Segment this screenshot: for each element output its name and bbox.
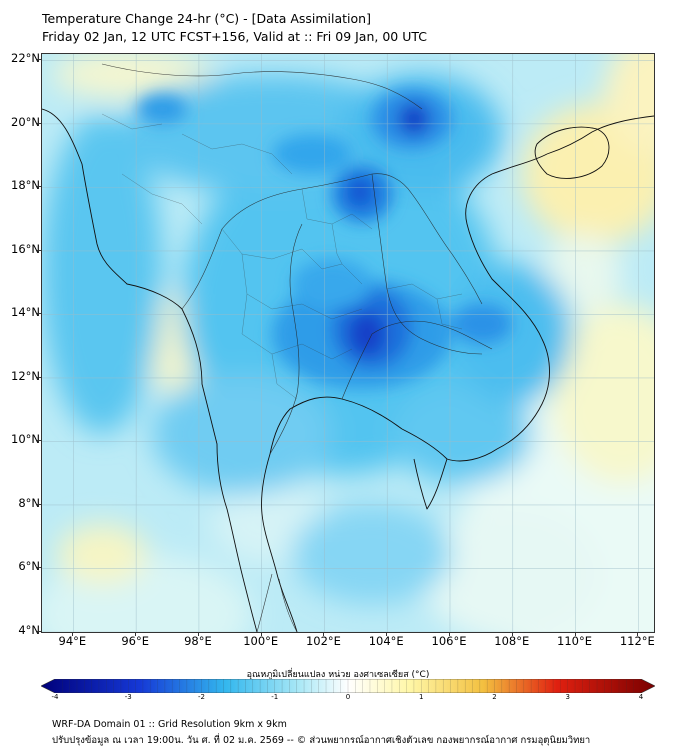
lat-label: 22°N bbox=[11, 51, 40, 66]
lon-tick bbox=[511, 632, 513, 636]
lat-label: 10°N bbox=[11, 432, 40, 447]
lat-tick bbox=[37, 59, 41, 61]
colorbar-label: อุณหภูมิเปลี่ยนแปลง หน่วย องศาเซลเซียส (… bbox=[246, 670, 430, 680]
colorbar-tick-label: 0 bbox=[345, 693, 351, 701]
footer-model-info: WRF-DA Domain 01 :: Grid Resolution 9km … bbox=[52, 719, 287, 730]
lon-tick bbox=[323, 632, 325, 636]
lon-tick bbox=[72, 632, 74, 636]
cold-core-field bbox=[137, 89, 512, 389]
colorbar-tick-label: 2 bbox=[492, 693, 497, 701]
colorbar-tick-label: -4 bbox=[51, 693, 59, 701]
lat-tick bbox=[37, 186, 41, 188]
lat-label: 16°N bbox=[11, 241, 40, 256]
temperature-change-map[interactable] bbox=[41, 53, 655, 633]
lon-tick bbox=[197, 632, 199, 636]
lat-tick bbox=[37, 122, 41, 124]
lat-label: 12°N bbox=[11, 368, 40, 383]
colorbar-tick-label: 4 bbox=[638, 693, 644, 701]
lat-tick bbox=[37, 567, 41, 569]
map-subtitle: Friday 02 Jan, 12 UTC FCST+156, Valid at… bbox=[42, 29, 427, 44]
lon-label: 106°E bbox=[431, 634, 467, 648]
lon-tick bbox=[449, 632, 450, 636]
lat-tick bbox=[37, 249, 41, 251]
lon-label: 96°E bbox=[121, 634, 149, 648]
lon-label: 108°E bbox=[494, 634, 530, 648]
colorbar-tick-label: 1 bbox=[419, 693, 424, 701]
lat-tick bbox=[37, 440, 41, 442]
lat-tick bbox=[37, 631, 41, 632]
colorbar bbox=[40, 678, 656, 694]
lat-label: 18°N bbox=[11, 178, 40, 193]
lat-label: 4°N bbox=[18, 623, 40, 637]
lon-label: 104°E bbox=[368, 634, 404, 648]
lon-label: 100°E bbox=[243, 634, 279, 648]
colorbar-tick-label: -1 bbox=[271, 693, 279, 701]
lon-tick bbox=[386, 632, 388, 636]
map-title: Temperature Change 24-hr (°C) - [Data As… bbox=[42, 11, 371, 26]
lon-label: 110°E bbox=[557, 634, 593, 648]
lat-tick bbox=[37, 503, 41, 505]
lon-tick bbox=[260, 632, 262, 636]
lat-label: 20°N bbox=[11, 114, 40, 129]
lat-label: 14°N bbox=[11, 305, 40, 320]
lon-label: 94°E bbox=[58, 634, 87, 648]
lat-tick bbox=[37, 376, 41, 378]
footer-credit: ปรับปรุงข้อมูล ณ เวลา 19:00น. วัน ศ. ที่… bbox=[52, 735, 591, 746]
colorbar-tick-label: -3 bbox=[124, 693, 132, 701]
lat-label: 8°N bbox=[18, 495, 40, 510]
lat-tick bbox=[37, 313, 41, 315]
province-borders bbox=[101, 113, 463, 400]
lon-tick bbox=[135, 632, 137, 636]
lat-label: 6°N bbox=[18, 559, 40, 574]
lon-label: 102°E bbox=[305, 634, 341, 648]
colorbar-tick-label: 3 bbox=[565, 693, 570, 701]
lon-label: 112°E bbox=[619, 634, 655, 648]
lat-lon-grid bbox=[42, 54, 654, 632]
colorbar-tick-label: -2 bbox=[198, 693, 205, 701]
lon-tick bbox=[574, 632, 576, 636]
lon-tick bbox=[637, 632, 639, 636]
lon-label: 98°E bbox=[184, 634, 212, 648]
